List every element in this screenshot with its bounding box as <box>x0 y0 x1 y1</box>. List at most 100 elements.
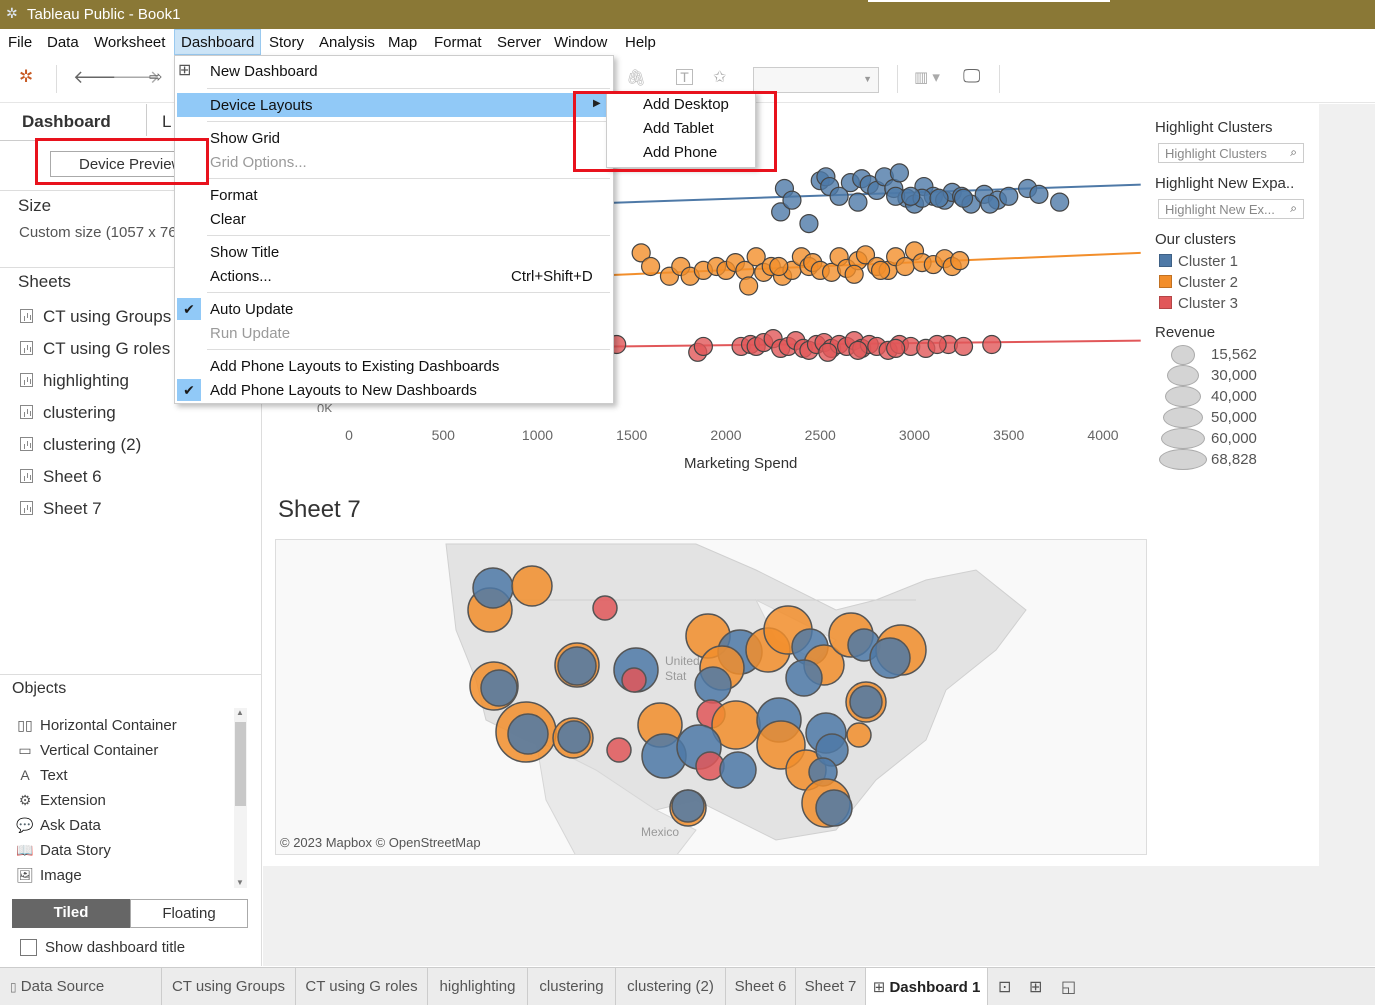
object-horizontal-container[interactable]: ▯▯ Horizontal Container <box>16 717 177 734</box>
tab-data-source[interactable]: ▯ Data Source <box>0 968 162 1005</box>
presentation-icon[interactable]: 🖵 <box>963 66 981 86</box>
legend-cluster-3[interactable]: Cluster 3 <box>1159 295 1238 312</box>
sheet-item-ct-using-g-roles[interactable]: CT using G roles <box>20 339 170 359</box>
cluster-label: Cluster 1 <box>1178 253 1239 270</box>
back-arrow-icon[interactable]: 🡐 <box>73 67 122 87</box>
show-dashboard-title-checkbox[interactable] <box>20 939 37 956</box>
sheet-item-sheet-6[interactable]: Sheet 6 <box>20 467 102 487</box>
x-tick-label: 1500 <box>616 427 647 443</box>
x-tick-label: 4000 <box>1087 427 1118 443</box>
new-dashboard-icon: ⊞ <box>178 62 192 79</box>
new-dashboard-tab-icon[interactable]: ⊞ <box>1029 979 1043 996</box>
menu-format[interactable]: Format <box>210 187 258 204</box>
highlight-clusters-search[interactable]: Highlight Clusters ⌕ <box>1158 143 1304 163</box>
scatter-point <box>895 256 915 277</box>
menu-add-phone-existing[interactable]: Add Phone Layouts to Existing Dashboards <box>210 358 500 375</box>
fit-dropdown[interactable]: ▼ <box>753 67 879 93</box>
object-data-story[interactable]: 📖 Data Story <box>16 842 111 859</box>
clusters-legend-title: Our clusters <box>1155 231 1236 248</box>
menu-window[interactable]: Window <box>554 34 608 51</box>
replace-data-icon[interactable]: ⇨ <box>149 69 163 86</box>
menu-file[interactable]: File <box>8 34 33 51</box>
map-marks <box>467 565 927 828</box>
sheet-label: CT using G roles <box>43 339 171 358</box>
sheet-item-clustering-2[interactable]: clustering (2) <box>20 435 141 455</box>
menu-add-phone-new[interactable]: Add Phone Layouts to New Dashboards <box>210 382 477 399</box>
object-text[interactable]: A Text <box>16 767 67 784</box>
menu-analysis[interactable]: Analysis <box>319 34 375 51</box>
object-ask-data[interactable]: 💬 Ask Data <box>16 817 101 834</box>
scroll-up-icon[interactable]: ▲ <box>236 708 244 717</box>
menu-worksheet[interactable]: Worksheet <box>94 34 166 51</box>
object-vertical-container[interactable]: ▭ Vertical Container <box>16 742 158 759</box>
object-extension[interactable]: ⚙ Extension <box>16 792 106 809</box>
label-icon[interactable]: T <box>676 69 693 85</box>
tab-label: highlighting <box>439 978 516 995</box>
scroll-down-icon[interactable]: ▼ <box>236 878 244 887</box>
scatter-point <box>771 202 791 222</box>
tab-sheet-7[interactable]: Sheet 7 <box>796 968 866 1005</box>
tab-ct-using-groups[interactable]: CT using Groups <box>162 968 296 1005</box>
menu-server[interactable]: Server <box>497 34 542 51</box>
annotation-device-preview <box>35 138 209 185</box>
menu-device-layouts[interactable]: Device Layouts <box>210 97 313 114</box>
tab-clustering-2[interactable]: clustering (2) <box>616 968 726 1005</box>
tab-clustering[interactable]: clustering <box>528 968 616 1005</box>
tiled-button[interactable]: Tiled <box>12 899 130 928</box>
tab-ct-using-g-roles[interactable]: CT using G roles <box>296 968 428 1005</box>
pin-icon[interactable]: ✩ <box>713 69 727 86</box>
attach-icon[interactable]: 🖇 <box>626 70 647 87</box>
object-label: Horizontal Container <box>40 717 177 734</box>
menu-show-grid[interactable]: Show Grid <box>210 130 281 147</box>
object-image[interactable]: 🖼 Image <box>16 867 82 884</box>
objects-scrollbar[interactable]: ▲ ▼ <box>234 708 247 888</box>
submenu-add-phone[interactable]: Add Phone <box>643 144 718 161</box>
menu-format[interactable]: Format <box>434 34 482 51</box>
sheet-item-clustering[interactable]: clustering <box>20 403 116 423</box>
sheet-item-ct-using-groups[interactable]: CT using Groups <box>20 307 171 327</box>
tab-highlighting[interactable]: highlighting <box>428 968 528 1005</box>
size-value[interactable]: Custom size (1057 x 762) <box>19 224 174 241</box>
scatter-point <box>950 251 970 271</box>
scroll-thumb[interactable] <box>235 722 246 806</box>
tableau-home-icon[interactable]: ✲ <box>19 67 34 86</box>
map-view[interactable]: United Stat Mexico <box>275 539 1147 855</box>
menu-actions[interactable]: Actions... <box>210 268 272 285</box>
menu-data[interactable]: Data <box>47 34 79 51</box>
submenu-add-tablet[interactable]: Add Tablet <box>643 120 714 137</box>
cluster-swatch <box>1159 254 1172 267</box>
show-me-icon[interactable]: ▥ ▾ <box>914 69 940 86</box>
new-story-icon[interactable]: ◱ <box>1061 979 1077 996</box>
scatter-point <box>848 192 868 212</box>
highlight-new-search[interactable]: Highlight New Ex... ⌕ <box>1158 199 1304 219</box>
tab-dashboard[interactable]: Dashboard <box>22 112 111 131</box>
annotation-device-layouts-submenu <box>573 91 777 172</box>
menu-show-title[interactable]: Show Title <box>210 244 280 261</box>
forward-arrow-icon[interactable]: 🡒 <box>112 67 161 87</box>
sheet-item-sheet-7[interactable]: Sheet 7 <box>20 499 102 519</box>
highlight-new-title: Highlight New Expa.. <box>1155 175 1295 192</box>
tab-sheet-6[interactable]: Sheet 6 <box>726 968 796 1005</box>
legend-cluster-1[interactable]: Cluster 1 <box>1159 253 1238 270</box>
tab-dashboard-1[interactable]: ⊞ Dashboard 1 <box>866 968 988 1005</box>
device-preview-button[interactable]: Device Preview <box>50 151 190 177</box>
menu-clear[interactable]: Clear <box>210 211 246 228</box>
menu-story[interactable]: Story <box>269 34 305 51</box>
menu-auto-update[interactable]: Auto Update <box>210 301 294 318</box>
menu-new-dashboard[interactable]: New Dashboard <box>210 63 318 80</box>
new-worksheet-icon[interactable]: ⊡ <box>998 979 1012 996</box>
menu-map[interactable]: Map <box>388 34 418 51</box>
scatter-point <box>848 340 868 360</box>
submenu-add-desktop[interactable]: Add Desktop <box>643 96 729 113</box>
floating-button[interactable]: Floating <box>130 899 248 928</box>
tab-layout[interactable]: L <box>162 112 172 131</box>
sheet-label: Sheet 7 <box>43 499 102 518</box>
sheet-tab-bar: ▯ Data Source CT using Groups CT using G… <box>0 967 1375 1005</box>
sheet-item-highlighting[interactable]: highlighting <box>20 371 129 391</box>
menu-help[interactable]: Help <box>625 34 656 51</box>
menu-dashboard[interactable]: Dashboard <box>174 29 262 55</box>
object-label: Ask Data <box>40 817 101 834</box>
legend-cluster-2[interactable]: Cluster 2 <box>1159 274 1238 291</box>
cluster-swatch <box>1159 296 1172 309</box>
